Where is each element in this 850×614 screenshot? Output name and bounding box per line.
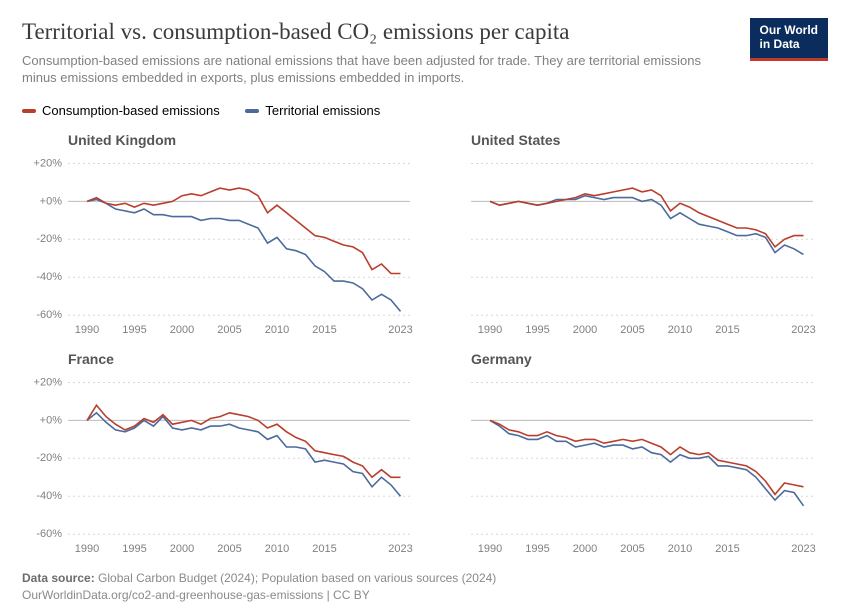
chart-grid: United Kingdom +20%+0%-20%-40%-60% 19901… bbox=[22, 124, 828, 562]
svg-text:-20%: -20% bbox=[36, 233, 62, 245]
svg-text:2015: 2015 bbox=[715, 324, 739, 336]
svg-text:2005: 2005 bbox=[217, 543, 241, 555]
svg-text:2023: 2023 bbox=[388, 324, 412, 336]
legend-territorial: Territorial emissions bbox=[245, 103, 380, 118]
svg-text:1990: 1990 bbox=[478, 324, 502, 336]
svg-text:-60%: -60% bbox=[36, 528, 62, 540]
svg-text:+20%: +20% bbox=[34, 158, 63, 170]
svg-text:1995: 1995 bbox=[525, 543, 549, 555]
panel-title: France bbox=[22, 343, 425, 367]
svg-text:2015: 2015 bbox=[715, 543, 739, 555]
svg-text:2005: 2005 bbox=[620, 543, 644, 555]
line-chart: 1990 1995 2000 2005 2010 2015 2023 bbox=[425, 367, 825, 562]
line-chart: +20% +0% -20% -40% -60% 1990 1995 2000 2005 2010… bbox=[22, 367, 422, 562]
series-consumption bbox=[490, 421, 804, 495]
panel-title: United Kingdom bbox=[22, 124, 425, 148]
svg-text:2000: 2000 bbox=[170, 324, 194, 336]
series-territorial bbox=[87, 413, 401, 497]
svg-text:2010: 2010 bbox=[265, 543, 289, 555]
page-subtitle: Consumption-based emissions are national… bbox=[22, 52, 722, 87]
svg-text:2023: 2023 bbox=[791, 324, 815, 336]
svg-text:1995: 1995 bbox=[122, 543, 146, 555]
series-territorial bbox=[87, 200, 401, 312]
line-chart: 1990 1995 2000 2005 2010 2015 2023 bbox=[425, 148, 825, 343]
line-chart: +20% +0% -20% -40% -60% 1990 1995 2000 2005 2010… bbox=[22, 148, 422, 343]
svg-text:1990: 1990 bbox=[75, 543, 99, 555]
footer: Data source: Global Carbon Budget (2024)… bbox=[22, 570, 828, 604]
svg-text:2000: 2000 bbox=[573, 324, 597, 336]
svg-text:2005: 2005 bbox=[620, 324, 644, 336]
panel-france: France +20% +0% -20% -40% -60% 1990 1995 2000 2… bbox=[22, 343, 425, 562]
svg-text:-20%: -20% bbox=[36, 452, 62, 464]
svg-text:-40%: -40% bbox=[36, 271, 62, 283]
svg-text:+0%: +0% bbox=[40, 195, 63, 207]
svg-text:2015: 2015 bbox=[312, 324, 336, 336]
series-consumption bbox=[490, 188, 804, 247]
svg-text:2010: 2010 bbox=[265, 324, 289, 336]
legend: Consumption-based emissions Territorial … bbox=[22, 101, 828, 119]
legend-consumption: Consumption-based emissions bbox=[22, 103, 220, 118]
svg-text:+0%: +0% bbox=[40, 414, 63, 426]
svg-text:2015: 2015 bbox=[312, 543, 336, 555]
svg-text:1995: 1995 bbox=[525, 324, 549, 336]
series-territorial bbox=[490, 421, 804, 506]
svg-text:2010: 2010 bbox=[668, 324, 692, 336]
panel-germany: Germany 1990 1995 2000 2005 2010 2015 2023 bbox=[425, 343, 828, 562]
svg-text:2023: 2023 bbox=[791, 543, 815, 555]
svg-text:1995: 1995 bbox=[122, 324, 146, 336]
panel-united-states: United States 1990 1995 2000 2005 2010 2015 20… bbox=[425, 124, 828, 343]
svg-text:-40%: -40% bbox=[36, 490, 62, 502]
svg-text:-60%: -60% bbox=[36, 309, 62, 321]
svg-text:2005: 2005 bbox=[217, 324, 241, 336]
panel-title: United States bbox=[425, 124, 828, 148]
owid-logo: Our World in Data bbox=[750, 18, 828, 61]
svg-text:2000: 2000 bbox=[170, 543, 194, 555]
svg-text:2000: 2000 bbox=[573, 543, 597, 555]
svg-text:2010: 2010 bbox=[668, 543, 692, 555]
page-title: Territorial vs. consumption-based CO₂ em… bbox=[22, 18, 722, 46]
svg-text:2023: 2023 bbox=[388, 543, 412, 555]
svg-text:1990: 1990 bbox=[75, 324, 99, 336]
svg-text:+20%: +20% bbox=[34, 377, 63, 389]
panel-united-kingdom: United Kingdom +20% +0% -20% -40% -60% 1990 1… bbox=[22, 124, 425, 343]
series-consumption bbox=[87, 405, 401, 477]
svg-text:1990: 1990 bbox=[478, 543, 502, 555]
panel-title: Germany bbox=[425, 343, 828, 367]
